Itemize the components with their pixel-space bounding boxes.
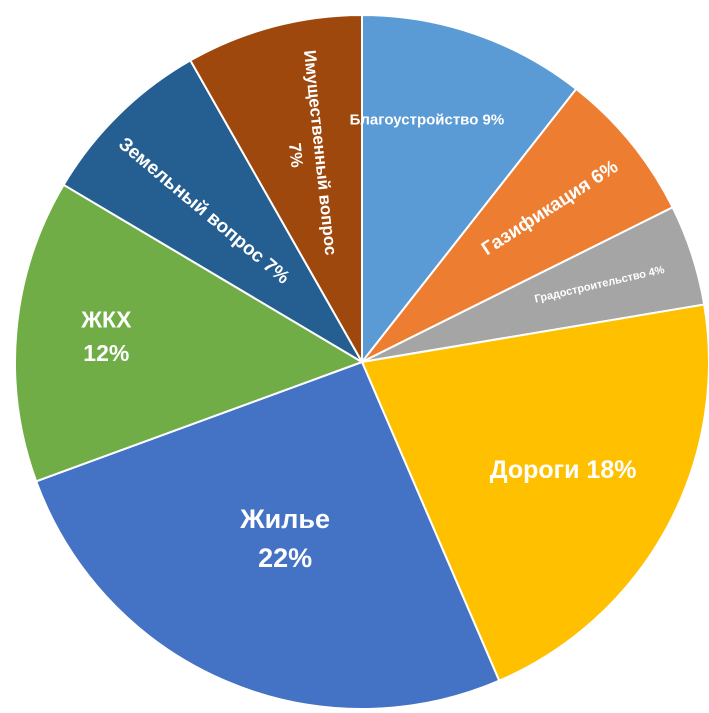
pie-label-1: Благоустройство 9% — [350, 112, 505, 129]
pie-label-text: Дороги 18% — [490, 456, 637, 484]
pie-label-5: Жилье 22% — [239, 504, 330, 573]
pie-label-text: 7% — [285, 142, 306, 168]
pie-label-4: Дороги 18% — [490, 456, 637, 484]
pie-slice-6 — [14, 183, 365, 483]
pie-slice-1 — [361, 13, 578, 365]
pie-label-text: Благоустройство 9% — [350, 112, 505, 129]
pie-label-6: ЖКХ 12% — [80, 307, 132, 366]
pie-label-text: 12% — [83, 340, 129, 366]
pie-label-text: ЖКХ — [80, 307, 132, 333]
pie-slice-5 — [34, 360, 501, 710]
pie-slices — [14, 13, 709, 710]
pie-label-text: Жилье — [239, 504, 330, 534]
pie-slice-8 — [188, 13, 363, 366]
pie-slice-2 — [361, 87, 674, 363]
pie-label-text: 22% — [258, 543, 312, 573]
pie-slice-7 — [62, 59, 365, 365]
